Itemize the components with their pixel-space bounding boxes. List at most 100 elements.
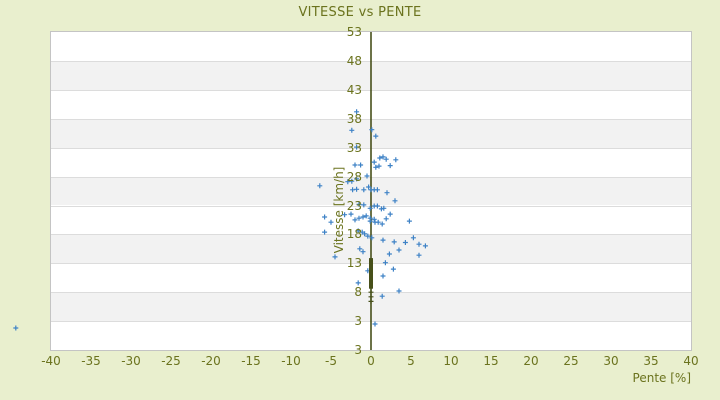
data-point — [362, 231, 368, 237]
data-point — [13, 325, 19, 331]
data-point — [328, 219, 334, 225]
x-tick-label: -20 — [201, 354, 221, 368]
x-tick-label: -30 — [121, 354, 141, 368]
data-point — [354, 176, 360, 182]
data-point — [352, 217, 358, 223]
y-tick-label: 33 — [346, 140, 362, 155]
data-point — [379, 221, 385, 227]
y-tick-label: 18 — [346, 227, 362, 242]
data-point — [322, 229, 328, 235]
x-tick-label: 35 — [643, 354, 659, 368]
x-tick-label: 20 — [523, 354, 539, 368]
data-point — [356, 215, 362, 221]
data-point — [352, 162, 358, 168]
data-point — [364, 173, 370, 179]
y-tick-label: 43 — [346, 82, 362, 97]
data-point — [369, 127, 375, 133]
data-point — [387, 163, 393, 169]
y-tick-label: 53 — [346, 25, 362, 39]
data-point — [355, 228, 361, 234]
x-tick-labels: -40 -35 -30 -25 -20 -15 -10 -5 0 5 10 15 20 25 30 35 40 — [41, 354, 698, 370]
data-point — [348, 211, 354, 217]
data-point — [317, 183, 323, 189]
data-point — [365, 233, 371, 239]
data-point — [368, 294, 374, 300]
y-tick-label: 8 — [354, 285, 362, 300]
data-point — [342, 212, 348, 218]
y-tick-label: 23 — [346, 198, 362, 213]
x-axis-title: Pente [%] — [632, 371, 691, 385]
y-tick-label: 3 — [354, 314, 362, 329]
data-point — [379, 293, 385, 299]
data-point — [366, 184, 372, 190]
x-tick-label: 0 — [367, 354, 375, 368]
x-tick-label: -25 — [161, 354, 181, 368]
data-point — [382, 260, 388, 266]
data-point — [377, 155, 383, 161]
data-point — [402, 240, 408, 245]
data-point — [392, 198, 398, 204]
y-tick-label: 38 — [346, 111, 362, 126]
data-point — [361, 202, 367, 208]
x-tick-label: 10 — [443, 354, 459, 368]
data-point — [358, 162, 364, 168]
y-tick-label: 28 — [346, 169, 362, 184]
x-tick-label: 25 — [563, 354, 579, 368]
x-tick-label: -10 — [281, 354, 301, 368]
data-point — [390, 266, 396, 272]
data-point — [355, 280, 361, 286]
x-tick-label: -15 — [241, 354, 261, 368]
data-point — [374, 203, 380, 209]
data-point — [322, 214, 328, 220]
data-point — [360, 214, 366, 220]
chart-title: VITESSE vs PENTE — [298, 5, 422, 20]
data-point — [367, 218, 373, 224]
data-point — [372, 321, 378, 327]
data-point — [363, 213, 369, 219]
data-point — [416, 252, 422, 258]
x-tick-label: 30 — [603, 354, 619, 368]
data-point — [354, 186, 360, 192]
data-point — [367, 205, 373, 211]
data-point — [368, 298, 374, 304]
data-point — [345, 179, 351, 185]
data-point — [360, 249, 366, 255]
y-tick-label: 48 — [346, 53, 362, 68]
data-point — [410, 235, 416, 241]
data-point — [396, 288, 402, 294]
x-tick-label: 40 — [683, 354, 699, 368]
data-point — [380, 154, 386, 160]
y-tick-label: 13 — [346, 256, 362, 271]
data-point — [386, 251, 392, 257]
data-point — [332, 254, 338, 260]
x-tick-label: 5 — [407, 354, 415, 368]
data-point — [383, 216, 389, 222]
data-point — [391, 239, 397, 245]
data-point — [406, 218, 412, 224]
data-point — [361, 187, 367, 193]
x-tick-label: -5 — [325, 354, 337, 368]
data-point — [383, 156, 389, 162]
data-point — [349, 127, 355, 133]
data-point — [373, 164, 379, 170]
data-point — [381, 205, 387, 211]
data-point — [396, 247, 402, 253]
data-point — [376, 163, 382, 169]
data-point — [416, 241, 422, 247]
data-point — [354, 144, 360, 150]
data-point — [354, 109, 360, 115]
data-point — [393, 157, 399, 163]
data-point — [371, 159, 377, 165]
data-point — [387, 211, 393, 217]
y-tick-label: 3 — [354, 343, 362, 357]
data-point — [374, 187, 380, 193]
data-point — [368, 289, 374, 295]
x-tick-label: -40 — [41, 354, 61, 368]
x-tick-label: 15 — [483, 354, 499, 368]
data-point — [357, 246, 363, 252]
data-point — [380, 273, 386, 279]
data-point — [375, 219, 381, 225]
data-point — [384, 190, 390, 196]
data-point — [371, 216, 377, 222]
